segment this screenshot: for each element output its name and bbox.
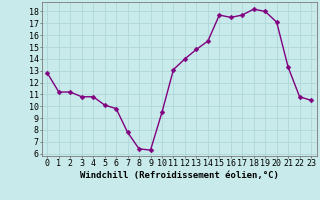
X-axis label: Windchill (Refroidissement éolien,°C): Windchill (Refroidissement éolien,°C) bbox=[80, 171, 279, 180]
